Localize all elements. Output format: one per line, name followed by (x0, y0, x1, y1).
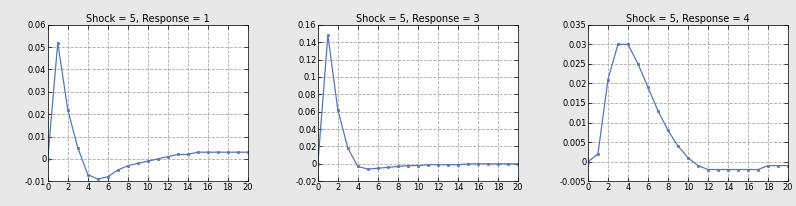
Title: Shock = 5, Response = 3: Shock = 5, Response = 3 (356, 14, 480, 24)
Title: Shock = 5, Response = 1: Shock = 5, Response = 1 (86, 14, 209, 24)
Title: Shock = 5, Response = 4: Shock = 5, Response = 4 (626, 14, 750, 24)
